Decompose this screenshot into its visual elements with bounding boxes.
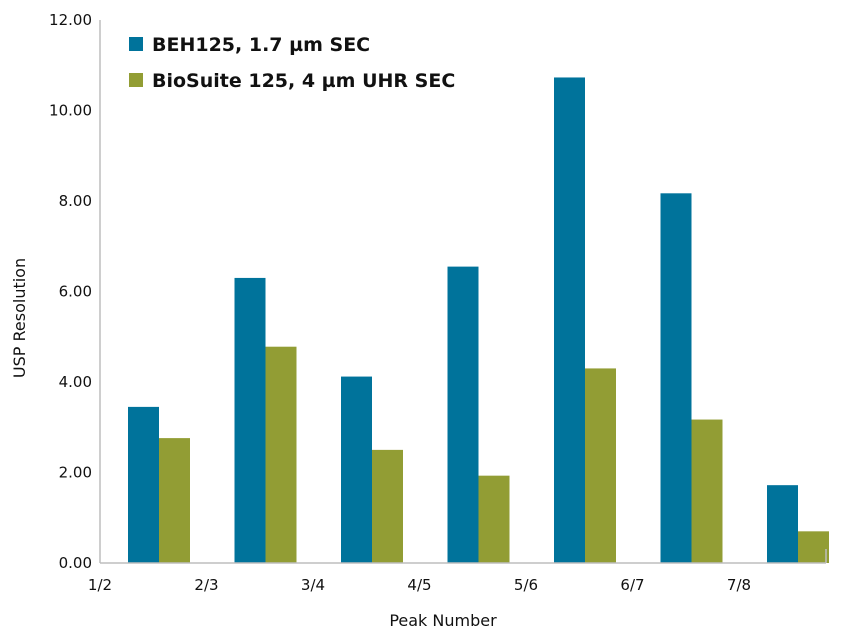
bar-series1-5-6 xyxy=(554,77,585,563)
bar-series2-1-2 xyxy=(159,438,190,563)
x-tick-label: 4/5 xyxy=(407,576,431,594)
y-tick-label: 10.00 xyxy=(49,102,92,120)
y-tick-label: 4.00 xyxy=(59,373,92,391)
y-tick-label: 6.00 xyxy=(59,283,92,301)
legend-label-series1: BEH125, 1.7 µm SEC xyxy=(152,34,370,56)
y-tick-label: 8.00 xyxy=(59,192,92,210)
legend-swatch-series1 xyxy=(129,37,143,51)
x-tick-label: 5/6 xyxy=(514,576,538,594)
bar-series1-2-3 xyxy=(234,277,266,563)
bar-series1-1-2 xyxy=(128,406,159,563)
x-tick-label: 3/4 xyxy=(301,576,325,594)
y-tick-label: 0.00 xyxy=(59,554,92,572)
bar-series1-3-4 xyxy=(341,376,372,563)
y-tick-label: 2.00 xyxy=(59,464,92,482)
x-tick-labels: 1/2 2/3 3/4 4/5 5/6 6/7 7/8 xyxy=(88,576,751,594)
bar-series2-2-3 xyxy=(265,346,297,563)
bar-series1-6-7 xyxy=(660,193,692,563)
bar-series2-7-8 xyxy=(798,531,829,563)
x-tick-label: 7/8 xyxy=(727,576,751,594)
bar-series2-4-5 xyxy=(478,475,510,563)
legend-swatch-series2 xyxy=(129,73,143,87)
x-axis-title: Peak Number xyxy=(389,611,497,630)
x-tick-label: 6/7 xyxy=(620,576,644,594)
legend: BEH125, 1.7 µm SEC BioSuite 125, 4 µm UHR… xyxy=(129,34,455,92)
bars-layer xyxy=(128,77,829,563)
bar-series1-4-5 xyxy=(447,266,479,563)
legend-label-series2: BioSuite 125, 4 µm UHR SEC xyxy=(152,70,455,92)
bar-series2-5-6 xyxy=(585,368,616,563)
bar-series2-6-7 xyxy=(691,419,723,563)
y-tick-labels: 0.00 2.00 4.00 6.00 8.00 10.00 12.00 xyxy=(49,11,92,572)
y-tick-label: 12.00 xyxy=(49,11,92,29)
x-tick-label: 2/3 xyxy=(194,576,218,594)
y-axis-title: USP Resolution xyxy=(10,258,29,378)
bar-series2-3-4 xyxy=(372,449,403,563)
bar-series1-7-8 xyxy=(767,485,798,563)
x-tick-label: 1/2 xyxy=(88,576,112,594)
